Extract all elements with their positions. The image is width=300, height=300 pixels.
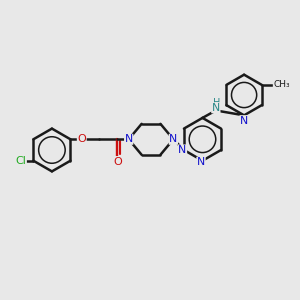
Text: H: H [213, 98, 220, 108]
Text: O: O [77, 134, 86, 144]
Text: N: N [178, 145, 187, 155]
Text: O: O [113, 157, 122, 166]
Text: CH₃: CH₃ [273, 80, 290, 89]
Text: N: N [169, 134, 178, 144]
Text: N: N [197, 157, 205, 167]
Text: Cl: Cl [16, 156, 26, 166]
Text: N: N [124, 134, 133, 144]
Text: N: N [240, 116, 248, 126]
Text: N: N [212, 103, 220, 113]
